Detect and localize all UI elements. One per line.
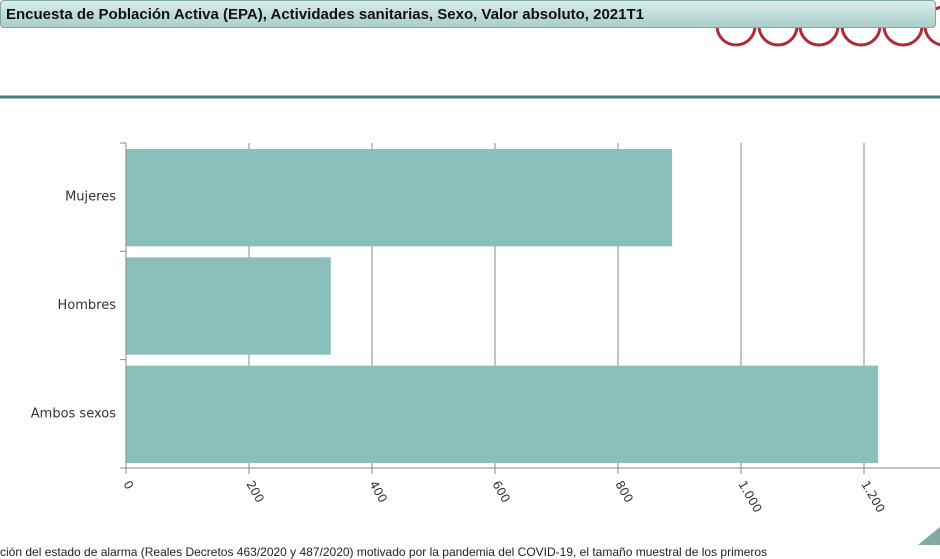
x-tick-label: 400 [366, 478, 390, 505]
scroll-arrow[interactable] [918, 527, 940, 545]
bar [126, 365, 879, 463]
x-tick-label: 600 [489, 478, 513, 505]
y-tick-label: Ambos sexos [31, 406, 116, 421]
x-tick-label: 200 [243, 478, 267, 505]
x-tick-label: 0 [120, 478, 136, 492]
x-tick-label: 800 [612, 478, 636, 505]
title-bar: Encuesta de Población Activa (EPA), Acti… [0, 0, 936, 28]
x-tick-label: 1.200 [858, 478, 887, 515]
bar [126, 257, 331, 355]
bar [126, 149, 673, 247]
title: Encuesta de Población Activa (EPA), Acti… [6, 6, 644, 23]
footnote: ción del estado de alarma (Reales Decret… [0, 545, 768, 559]
x-tick-label: 1.000 [735, 478, 764, 515]
y-tick-label: Hombres [58, 298, 117, 313]
y-tick-label: Mujeres [65, 190, 116, 205]
